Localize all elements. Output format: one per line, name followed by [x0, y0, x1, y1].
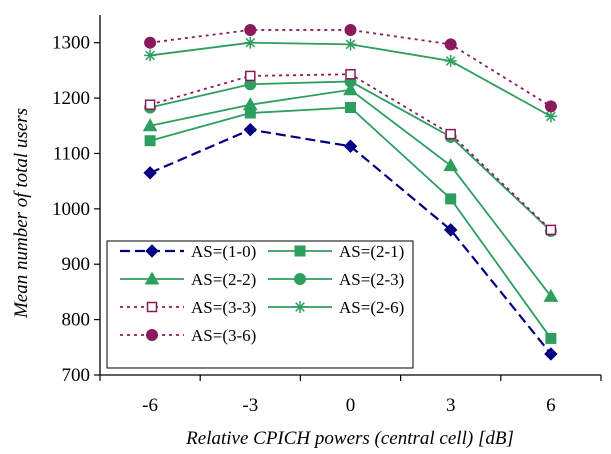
legend-item: AS=(2-1)	[268, 242, 404, 261]
data-point	[445, 128, 456, 140]
legend-marker	[145, 244, 159, 258]
series-5	[144, 69, 557, 236]
data-point	[345, 101, 356, 113]
legend-marker	[144, 271, 160, 285]
data-point	[243, 122, 258, 137]
series-6	[144, 36, 557, 123]
legend-label: AS=(1-0)	[191, 242, 256, 261]
y-tick-label: 1100	[53, 143, 90, 164]
data-point	[143, 166, 157, 180]
data-point	[543, 288, 559, 302]
legend: AS=(1-0) AS=(2-1) AS=(2-2) AS=(2-3) AS=(3-3)…	[106, 240, 414, 369]
legend-marker	[146, 301, 158, 313]
data-point	[444, 38, 457, 51]
legend-item: AS=(2-6)	[268, 298, 404, 317]
data-point	[345, 69, 356, 80]
legend-item: AS=(2-3)	[268, 270, 404, 289]
data-point	[443, 158, 459, 172]
data-point	[244, 36, 257, 49]
x-tick-label: 3	[446, 395, 456, 416]
y-tick-label: 1300	[52, 33, 90, 54]
data-point	[144, 36, 157, 49]
data-point	[343, 82, 358, 96]
data-point	[142, 118, 158, 132]
x-tick-label: -3	[242, 395, 258, 416]
legend-item: AS=(2-2)	[120, 270, 256, 289]
x-tick-label: 6	[546, 395, 556, 416]
legend-marker	[294, 273, 306, 285]
series-1	[143, 122, 558, 361]
data-point	[144, 135, 156, 147]
data-point	[445, 193, 457, 205]
data-point	[444, 54, 457, 67]
series-2	[144, 101, 557, 344]
data-point	[545, 332, 557, 344]
y-tick-label: 1000	[52, 199, 90, 220]
y-tick-label: 700	[62, 365, 91, 386]
series-4	[144, 75, 557, 237]
legend-marker	[294, 245, 306, 257]
x-axis-title: Relative CPICH powers (central cell) [dB…	[185, 428, 514, 449]
data-point	[244, 23, 257, 36]
data-point	[344, 38, 357, 51]
y-tick-label: 900	[62, 254, 91, 275]
data-point	[144, 99, 156, 110]
legend-label: AS=(3-6)	[191, 326, 256, 345]
legend-item: AS=(3-3)	[120, 298, 256, 317]
data-point	[343, 139, 358, 153]
legend-box	[106, 240, 414, 369]
legend-label: AS=(2-1)	[339, 242, 404, 261]
legend-label: AS=(2-3)	[339, 270, 404, 289]
data-point	[443, 223, 458, 237]
series-layer	[142, 23, 559, 361]
data-point	[344, 23, 357, 36]
data-point	[544, 347, 558, 361]
legend-label: AS=(3-3)	[191, 298, 256, 317]
y-tick-label: 1200	[52, 88, 90, 109]
x-tick-label: -6	[142, 395, 158, 416]
y-axis-title: Mean number of total users	[11, 108, 32, 319]
series-7	[144, 23, 557, 113]
legend-item: AS=(3-6)	[120, 326, 256, 345]
data-point	[245, 70, 256, 82]
data-point	[144, 49, 157, 62]
legend-marker	[294, 301, 306, 313]
y-tick-label: 800	[62, 310, 91, 331]
axes-layer: 700 800 900 1000 1100 1200 1300 -6 -3 0 3 6	[52, 15, 602, 416]
series-3	[142, 82, 559, 302]
data-point	[544, 100, 557, 113]
data-point	[545, 224, 557, 236]
legend-label: AS=(2-2)	[191, 270, 256, 289]
legend-item: AS=(1-0)	[120, 242, 256, 261]
legend-label: AS=(2-6)	[339, 298, 404, 317]
x-tick-label: 0	[346, 395, 356, 416]
data-point	[242, 97, 258, 111]
legend-marker	[146, 329, 158, 341]
